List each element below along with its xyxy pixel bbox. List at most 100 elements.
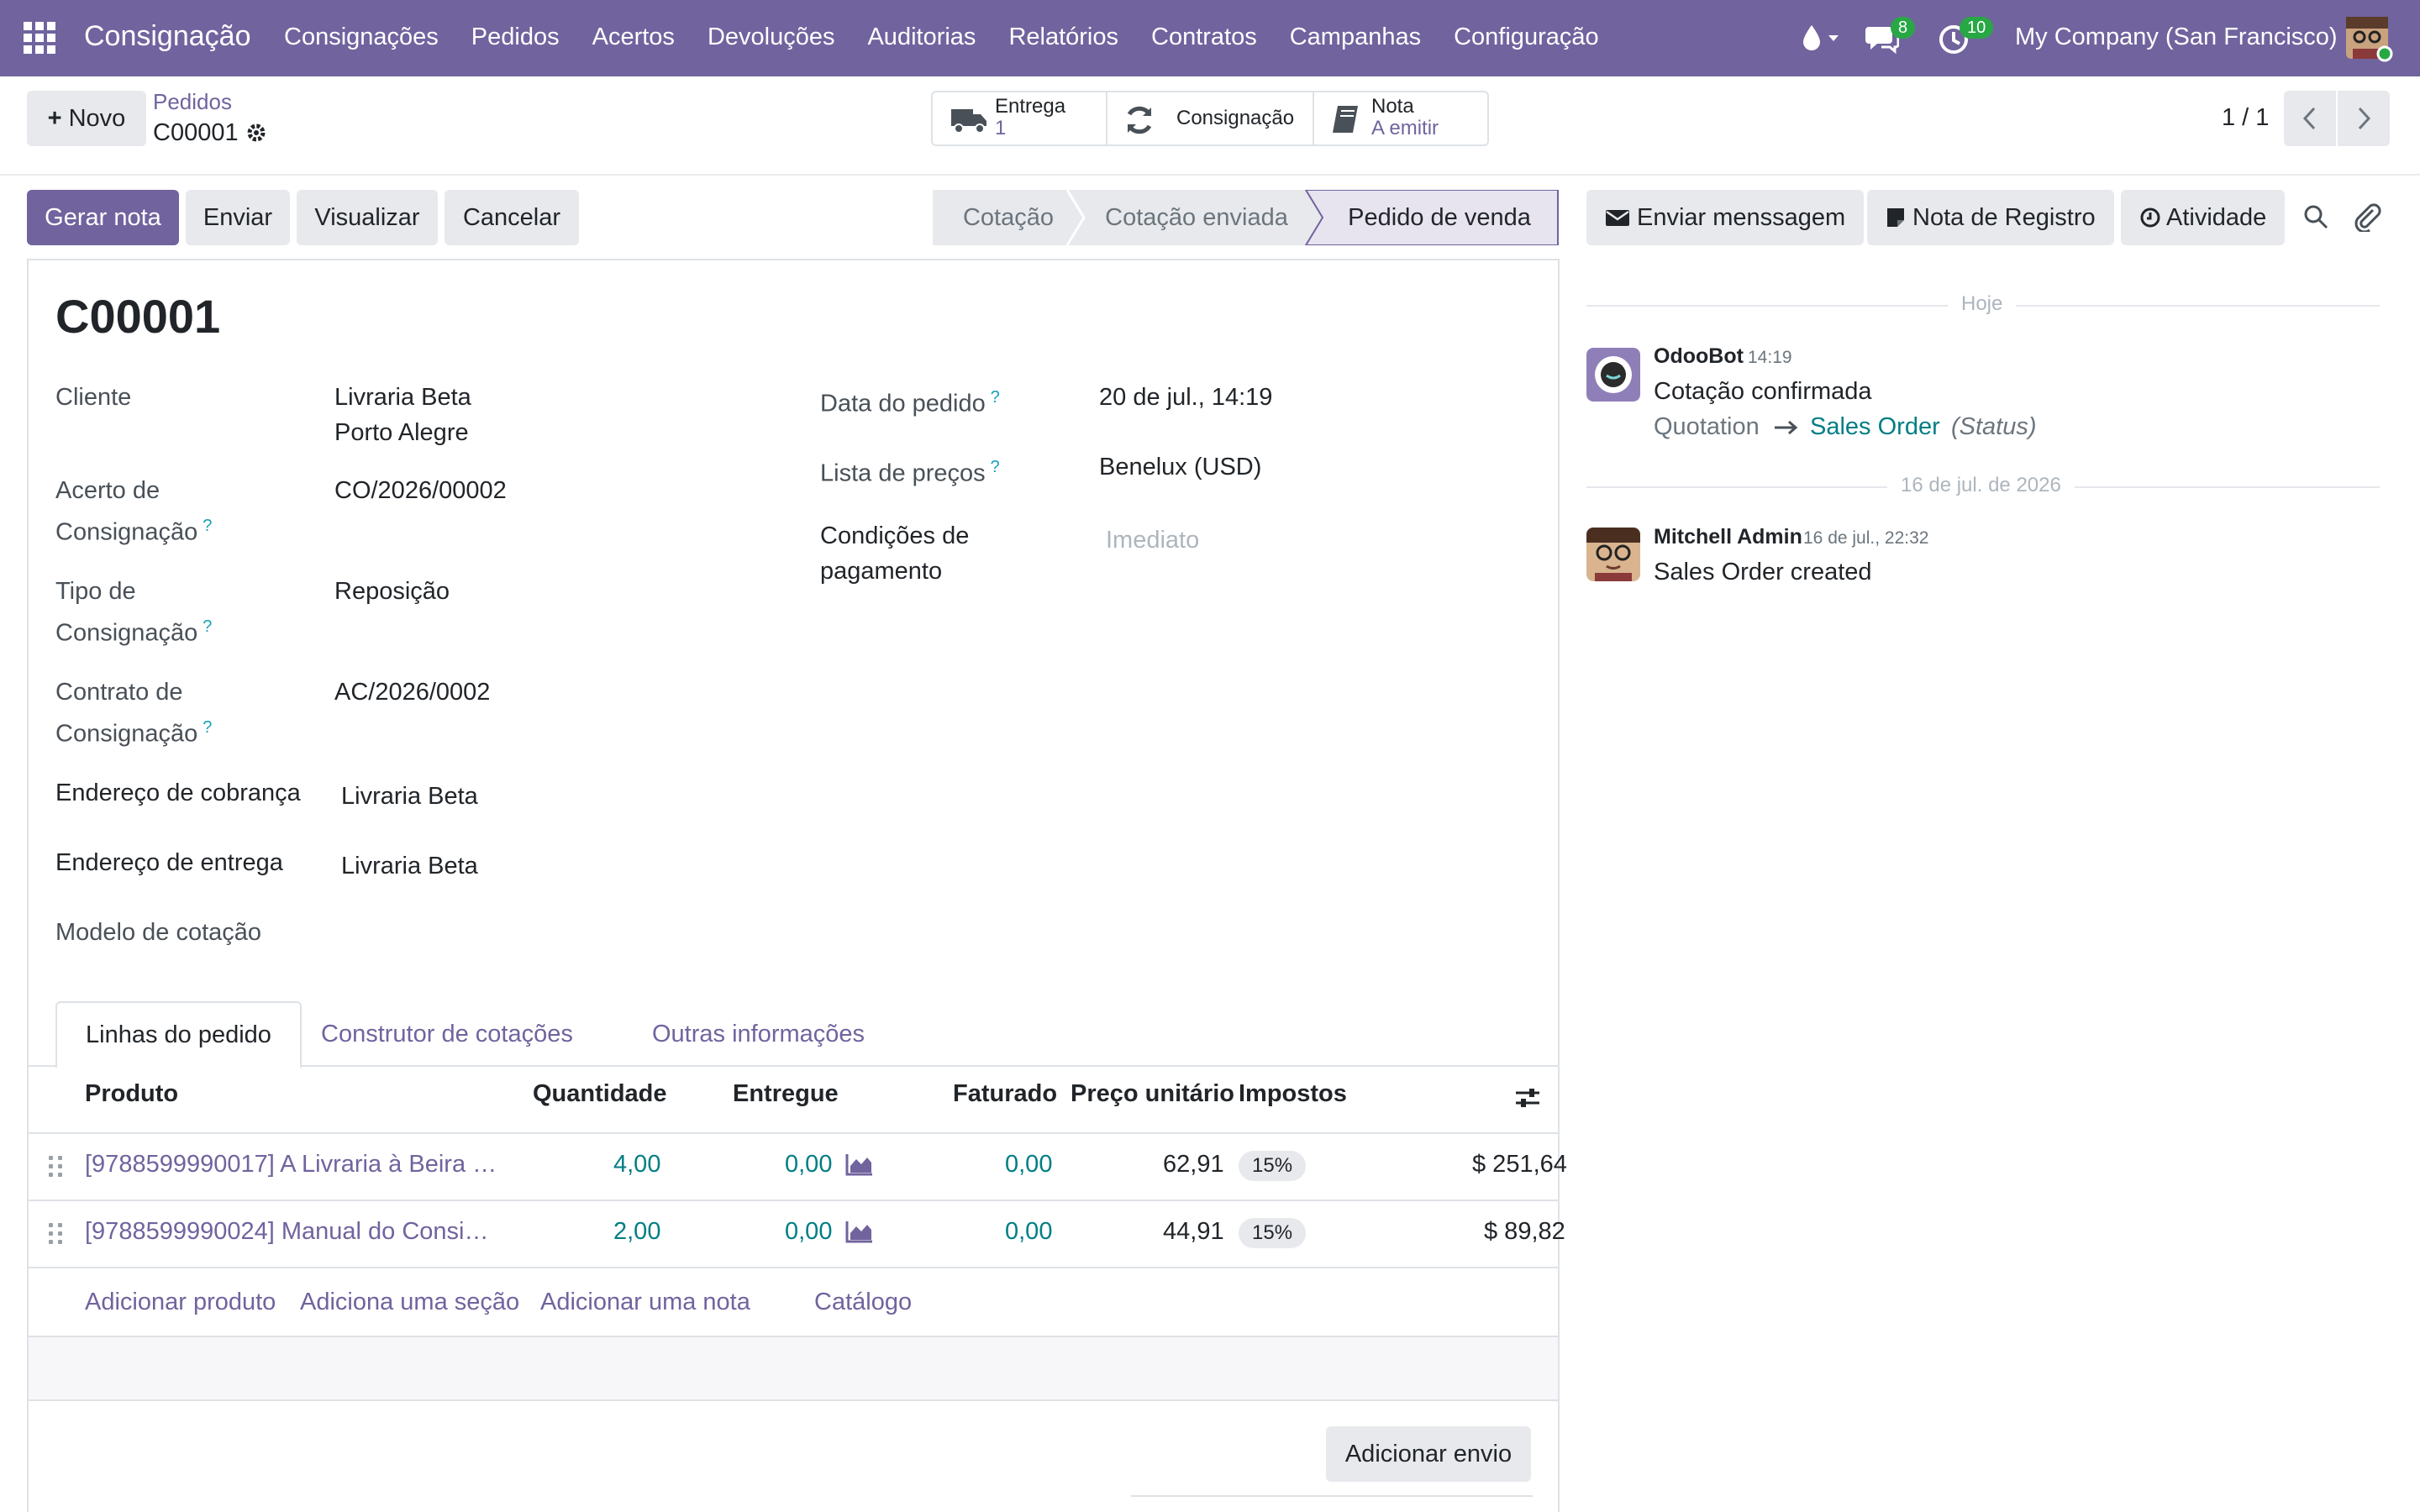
arrow-right-icon [1775,420,1798,435]
table-end-border [27,1399,1560,1401]
menu-item-consignacoes[interactable]: Consignações [284,24,439,50]
row2-tax-badge[interactable]: 15% [1239,1218,1307,1248]
invoice-smart-button[interactable]: Nota A emitir [1313,91,1489,146]
tab-quote-builder[interactable]: Construtor de cotações [321,1020,573,1047]
stage-quotation-sent[interactable]: Cotação enviada [1105,203,1288,231]
send-button[interactable]: Enviar [186,190,290,245]
customer-label: Cliente [55,384,132,411]
invoice-smart-value: A emitir [1371,117,1439,139]
gear-icon[interactable] [245,122,267,144]
row2-invoiced[interactable]: 0,00 [1005,1218,1053,1245]
row1-unit-price[interactable]: 62,91 [1163,1151,1224,1178]
settlement-field[interactable]: CO/2026/00002 [334,477,507,504]
message-author[interactable]: OdooBot [1654,344,1744,368]
pricelist-label-text: Lista de preços [820,459,986,487]
add-shipping-button[interactable]: Adicionar envio [1326,1426,1531,1482]
tab-order-lines[interactable]: Linhas do pedido [55,1001,302,1068]
row1-quantity[interactable]: 4,00 [613,1151,661,1178]
invoice-address-field[interactable]: Livraria Beta [341,783,478,810]
add-product-link[interactable]: Adicionar produto [85,1289,276,1315]
message-body: Sales Order created [1654,559,1872,585]
message-author[interactable]: Mitchell Admin [1654,525,1802,549]
create-invoice-button[interactable]: Gerar nota [27,190,179,245]
col-delivered[interactable]: Entregue [733,1080,839,1107]
delivery-address-field[interactable]: Livraria Beta [341,853,478,879]
stage-quotation[interactable]: Cotação [962,203,1054,231]
contract-field[interactable]: AC/2026/0002 [334,679,491,706]
col-unit-price[interactable]: Preço unitário [1071,1080,1234,1107]
consignment-smart-button[interactable]: Consignação [1106,91,1314,146]
apps-menu-icon[interactable] [24,22,55,54]
pager-value[interactable]: 1 / 1 [2222,104,2270,131]
row1-product[interactable]: [9788599990017] A Livraria à Beira … [85,1151,497,1178]
pricelist-help-icon[interactable]: ? [990,458,1000,476]
row2-subtotal: $ 89,82 [1484,1218,1565,1245]
delivery-smart-button[interactable]: Entrega 1 [931,91,1107,146]
catalog-link[interactable]: Catálogo [814,1289,913,1315]
tab-other-info[interactable]: Outras informações [652,1020,865,1047]
breadcrumb-parent[interactable]: Pedidos [153,89,232,114]
menu-item-configuracao[interactable]: Configuração [1454,24,1599,50]
order-date-help-icon[interactable]: ? [990,388,1000,407]
payment-terms-field[interactable]: Imediato [1106,527,1200,554]
chart-icon[interactable] [845,1152,874,1176]
chart-icon[interactable] [845,1220,874,1243]
payment-terms-label-line1: Condições de [820,522,970,549]
new-button-label: Novo [68,104,126,132]
date-separator-label: Hoje [1948,292,2017,316]
add-section-link[interactable]: Adiciona uma seção [300,1289,520,1315]
paperclip-icon[interactable] [2353,202,2381,232]
contract-label-line1: Contrato de [55,679,183,706]
type-help-icon[interactable]: ? [203,617,213,636]
pager-next-button[interactable] [2338,91,2390,146]
col-taxes[interactable]: Impostos [1239,1080,1347,1107]
note-icon [1887,208,1904,227]
menu-item-pedidos[interactable]: Pedidos [471,24,560,50]
col-quantity[interactable]: Quantidade [533,1080,667,1107]
clock-icon[interactable] [1938,24,1970,55]
delivery-smart-label: Entrega [995,95,1066,118]
row1-tax-badge[interactable]: 15% [1239,1151,1307,1181]
new-button[interactable]: + Novo [27,91,146,146]
pager-previous-button[interactable] [2284,91,2336,146]
row2-product[interactable]: [9788599990024] Manual do Consi… [85,1218,489,1245]
type-label-line2: Consignação? [55,609,212,651]
preview-button[interactable]: Visualizar [297,190,438,245]
menu-item-relatorios[interactable]: Relatórios [1008,24,1118,50]
menu-item-contratos[interactable]: Contratos [1151,24,1257,50]
totals-divider [1131,1495,1533,1497]
app-brand[interactable]: Consignação [84,20,251,52]
cancel-order-button[interactable]: Cancelar [445,190,579,245]
menu-item-auditorias[interactable]: Auditorias [867,24,976,50]
water-drop-icon[interactable] [1798,22,1842,54]
menu-item-campanhas[interactable]: Campanhas [1289,24,1422,50]
search-icon[interactable] [2302,203,2329,230]
company-switcher[interactable]: My Company (San Francisco) [2015,24,2338,50]
type-field[interactable]: Reposição [334,578,450,605]
send-message-button[interactable]: Enviar menssagem [1586,190,1865,245]
row1-invoiced[interactable]: 0,00 [1005,1151,1053,1178]
col-invoiced[interactable]: Faturado [953,1080,1058,1107]
row1-delivered[interactable]: 0,00 [785,1151,833,1178]
log-note-button[interactable]: Nota de Registro [1867,190,2114,245]
col-product[interactable]: Produto [85,1080,179,1107]
row2-quantity[interactable]: 2,00 [613,1218,661,1245]
message-time: 14:19 [1748,348,1792,367]
drag-handle-icon[interactable] [49,1223,62,1244]
menu-item-devolucoes[interactable]: Devoluções [707,24,835,50]
row2-delivered[interactable]: 0,00 [785,1218,833,1245]
stage-sales-order[interactable]: Pedido de venda [1348,203,1531,231]
row2-unit-price[interactable]: 44,91 [1163,1218,1224,1245]
optional-columns-icon[interactable] [1514,1085,1541,1110]
order-date-field[interactable]: 20 de jul., 14:19 [1099,384,1273,411]
contract-help-icon[interactable]: ? [203,718,213,737]
pricelist-field[interactable]: Benelux (USD) [1099,454,1262,480]
tracking-new-value: Sales Order [1810,413,1940,440]
user-avatar[interactable] [2346,17,2393,62]
activity-button[interactable]: Atividade [2121,190,2286,245]
add-note-link[interactable]: Adicionar uma nota [540,1289,750,1315]
drag-handle-icon[interactable] [49,1156,62,1177]
menu-item-acertos[interactable]: Acertos [592,24,675,50]
customer-field[interactable]: Livraria Beta [334,384,471,411]
settlement-help-icon[interactable]: ? [203,517,213,535]
